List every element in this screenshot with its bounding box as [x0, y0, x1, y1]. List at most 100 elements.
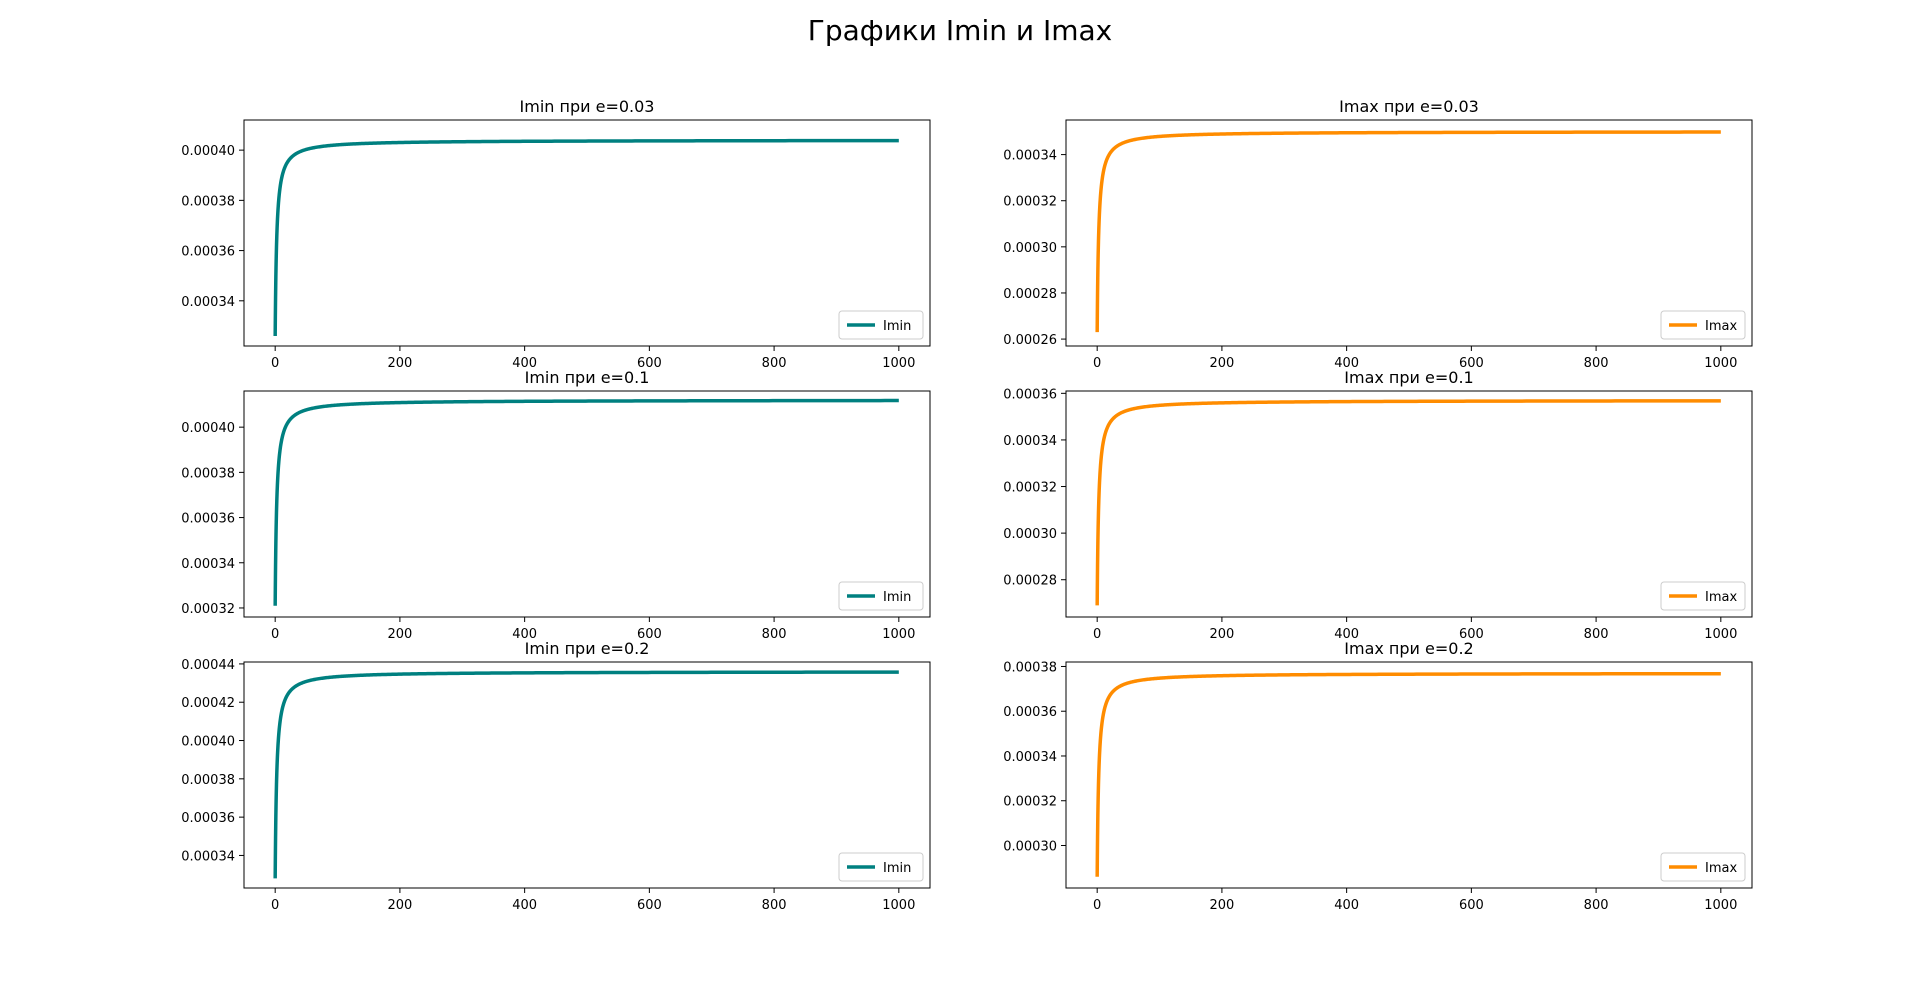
chart-imin-e003-ytick-label: 0.00040 [181, 144, 235, 159]
chart-imin-e02-series-line [273, 670, 899, 881]
chart-imin-e01-title: Imin при e=0.1 [525, 368, 650, 387]
chart-imax-e003-ytick-label: 0.00032 [1003, 195, 1057, 210]
chart-imax-e003-ytick-label: 0.00034 [1003, 149, 1057, 164]
chart-imin-e02-legend-label: Imin [883, 861, 911, 876]
chart-imin-e02-legend: Imin [838, 852, 924, 882]
chart-imin-e02-ytick-label: 0.00036 [181, 811, 235, 826]
chart-imax-e01-title: Imax при e=0.1 [1344, 368, 1473, 387]
chart-imax-e02-legend: Imax [1660, 852, 1746, 882]
chart-imax-e02-title: Imax при e=0.2 [1344, 639, 1473, 658]
chart-imin-e02-ytick-label: 0.00044 [181, 658, 235, 673]
chart-imax-e003-ytick-label: 0.00028 [1003, 287, 1057, 302]
chart-imax-e02-ytick-label: 0.00032 [1003, 795, 1057, 810]
chart-imax-e01-ytick-label: 0.00030 [1003, 527, 1057, 542]
chart-imin-e01-ytick-label: 0.00034 [181, 557, 235, 572]
chart-imin-e02-xtick-label: 200 [387, 898, 412, 913]
chart-imax-e02-xtick-label: 200 [1209, 898, 1234, 913]
chart-imax-e01-axes-frame [1065, 390, 1753, 618]
chart-imin-e003-xtick-label: 0 [271, 356, 279, 371]
chart-imin-e003-xtick-label: 1000 [882, 356, 915, 371]
chart-imin-e01-ytick-label: 0.00038 [181, 466, 235, 481]
chart-imin-e02-ytick-label: 0.00042 [181, 696, 235, 711]
chart-imin-e003-ytick-label: 0.00036 [181, 245, 235, 260]
chart-imin-e02-ytick-label: 0.00034 [181, 849, 235, 864]
chart-imin-e02-title: Imin при e=0.2 [525, 639, 650, 658]
chart-imax-e01-legend: Imax [1660, 581, 1746, 611]
chart-imax-e003-title: Imax при e=0.03 [1339, 97, 1479, 116]
chart-imax-e02-xtick-label: 400 [1334, 898, 1359, 913]
chart-imax-e003-series-line [1095, 130, 1721, 334]
chart-imax-e02-ytick-label: 0.00030 [1003, 839, 1057, 854]
chart-imin-e02-xtick-label: 1000 [882, 898, 915, 913]
chart-imax-e02-ytick-label: 0.00038 [1003, 660, 1057, 675]
figure-suptitle: Графики Imin и Imax [807, 14, 1113, 47]
chart-imax-e01-ytick-label: 0.00032 [1003, 481, 1057, 496]
chart-imax-e02-legend-label: Imax [1705, 861, 1737, 876]
chart-imin-e003-title: Imin при e=0.03 [520, 97, 655, 116]
chart-imin-e003-ytick-label: 0.00038 [181, 194, 235, 209]
chart-imin-e003-legend-label: Imin [883, 319, 911, 334]
chart-imin-e003-xtick-label: 200 [387, 356, 412, 371]
chart-imax-e003-legend: Imax [1660, 310, 1746, 340]
chart-imin-e01-xtick-label: 400 [512, 627, 537, 642]
chart-imin-e01-legend: Imin [838, 581, 924, 611]
chart-imax-e02-ytick-label: 0.00036 [1003, 705, 1057, 720]
chart-imin-e01-ytick-label: 0.00036 [181, 512, 235, 527]
chart-imin-e02-xtick-label: 0 [271, 898, 279, 913]
chart-imin-e01-xtick-label: 600 [637, 627, 662, 642]
chart-imin-e003-legend: Imin [838, 310, 924, 340]
chart-imin-e01-xtick-label: 1000 [882, 627, 915, 642]
chart-imax-e01-ytick-label: 0.00034 [1003, 434, 1057, 449]
chart-imax-e01-xtick-label: 400 [1334, 627, 1359, 642]
chart-imax-e003-xtick-label: 400 [1334, 356, 1359, 371]
chart-imin-e01-ytick-label: 0.00040 [181, 421, 235, 436]
chart-imin-e02-xtick-label: 800 [762, 898, 787, 913]
chart-imax-e02-axes-frame [1065, 661, 1753, 889]
chart-imax-e01-xtick-label: 800 [1584, 627, 1609, 642]
chart-imax-e01-xtick-label: 1000 [1704, 627, 1737, 642]
chart-imax-e003-xtick-label: 0 [1093, 356, 1101, 371]
chart-imax-e003-xtick-label: 200 [1209, 356, 1234, 371]
chart-imin-e01-legend-label: Imin [883, 590, 911, 605]
chart-imax-e003-xtick-label: 1000 [1704, 356, 1737, 371]
chart-imax-e003-ytick-label: 0.00026 [1003, 333, 1057, 348]
chart-imin-e02-xtick-label: 600 [637, 898, 662, 913]
chart-imin-e02-axes-frame [243, 661, 931, 889]
chart-imin-e01-series-line [273, 398, 899, 608]
chart-imax-e01-xtick-label: 0 [1093, 627, 1101, 642]
chart-imax-e003-xtick-label: 800 [1584, 356, 1609, 371]
chart-imin-e02-xtick-label: 400 [512, 898, 537, 913]
chart-imin-e02-ytick-label: 0.00040 [181, 735, 235, 750]
chart-imax-e01-ytick-label: 0.00036 [1003, 387, 1057, 402]
chart-imax-e02-series-line [1095, 671, 1721, 879]
chart-imax-e02-xtick-label: 0 [1093, 898, 1101, 913]
chart-imax-e02-ytick-label: 0.00034 [1003, 750, 1057, 765]
chart-imax-e01-xtick-label: 600 [1459, 627, 1484, 642]
chart-imin-e01-axes-frame [243, 390, 931, 618]
chart-imax-e01-series-line [1095, 399, 1721, 608]
chart-imax-e003-legend-label: Imax [1705, 319, 1737, 334]
chart-imin-e01-xtick-label: 200 [387, 627, 412, 642]
chart-imax-e003-ytick-label: 0.00030 [1003, 241, 1057, 256]
chart-imin-e003-axes-frame [243, 119, 931, 347]
chart-imin-e003-xtick-label: 600 [637, 356, 662, 371]
chart-imin-e02-ytick-label: 0.00038 [181, 773, 235, 788]
chart-imax-e02-xtick-label: 600 [1459, 898, 1484, 913]
chart-imax-e003-xtick-label: 600 [1459, 356, 1484, 371]
chart-imin-e01-xtick-label: 800 [762, 627, 787, 642]
chart-imin-e003-xtick-label: 400 [512, 356, 537, 371]
chart-imax-e01-legend-label: Imax [1705, 590, 1737, 605]
chart-imax-e01-xtick-label: 200 [1209, 627, 1234, 642]
chart-imin-e01-ytick-label: 0.00032 [181, 602, 235, 617]
chart-imax-e003-axes-frame [1065, 119, 1753, 347]
chart-imax-e01-ytick-label: 0.00028 [1003, 574, 1057, 589]
chart-imin-e003-series-line [273, 138, 899, 338]
chart-imax-e02-xtick-label: 1000 [1704, 898, 1737, 913]
chart-imin-e01-xtick-label: 0 [271, 627, 279, 642]
